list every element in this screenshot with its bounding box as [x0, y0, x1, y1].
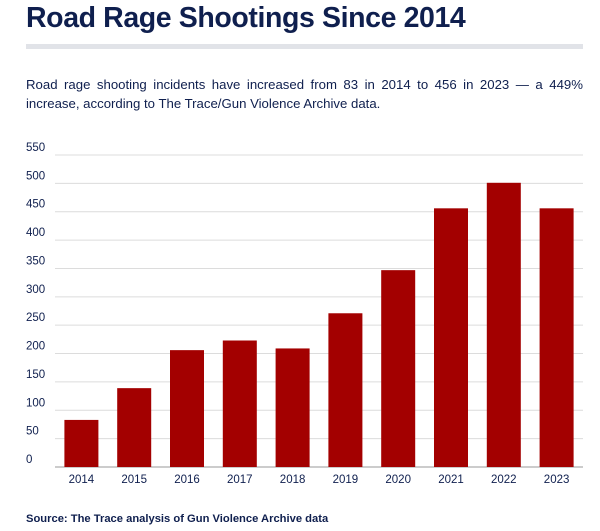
- x-tick-label: 2022: [491, 474, 517, 486]
- bar-2016: [170, 350, 204, 467]
- x-tick-label: 2023: [544, 474, 570, 486]
- chart-title: Road Rage Shootings Since 2014: [26, 2, 466, 34]
- y-tick-label: 0: [26, 454, 32, 466]
- x-tick-label: 2015: [121, 474, 147, 486]
- bar-2017: [222, 340, 257, 467]
- title-divider: [26, 44, 583, 49]
- x-axis-ticks: 2014 2015 2016 2017 2018 2019 2020 2021 2022 2023: [69, 474, 570, 486]
- x-tick-label: 2018: [280, 474, 306, 486]
- y-tick-label: 100: [26, 397, 45, 409]
- bar-2023: [539, 208, 574, 467]
- y-tick-label: 250: [26, 312, 45, 324]
- bar-2015: [117, 388, 152, 467]
- bar-2021: [434, 208, 468, 467]
- x-tick-label: 2020: [385, 474, 411, 486]
- x-tick-label: 2017: [227, 474, 253, 486]
- bar-2020: [381, 270, 416, 467]
- y-tick-label: 300: [26, 284, 45, 296]
- y-tick-label: 550: [26, 142, 45, 154]
- source-note: Source: The Trace analysis of Gun Violen…: [26, 513, 329, 525]
- y-tick-label: 200: [26, 341, 45, 353]
- bar-2022: [486, 182, 521, 467]
- x-tick-label: 2021: [438, 474, 464, 486]
- bar-2014: [64, 419, 99, 467]
- x-tick-label: 2014: [69, 474, 95, 486]
- bar-2018: [275, 348, 310, 467]
- y-tick-label: 350: [26, 255, 45, 267]
- x-tick-label: 2016: [174, 474, 200, 486]
- bar-2019: [328, 313, 363, 467]
- y-tick-label: 50: [26, 426, 39, 438]
- y-tick-label: 450: [26, 199, 45, 211]
- y-tick-label: 150: [26, 369, 45, 381]
- y-tick-label: 400: [26, 227, 45, 239]
- y-axis-ticks: 0 50 100 150 200 250 300 350 400 450 500 550: [26, 142, 45, 466]
- bars: [64, 182, 574, 467]
- chart-subtitle: Road rage shooting incidents have increa…: [26, 77, 583, 111]
- y-tick-label: 500: [26, 170, 45, 182]
- x-tick-label: 2019: [333, 474, 359, 486]
